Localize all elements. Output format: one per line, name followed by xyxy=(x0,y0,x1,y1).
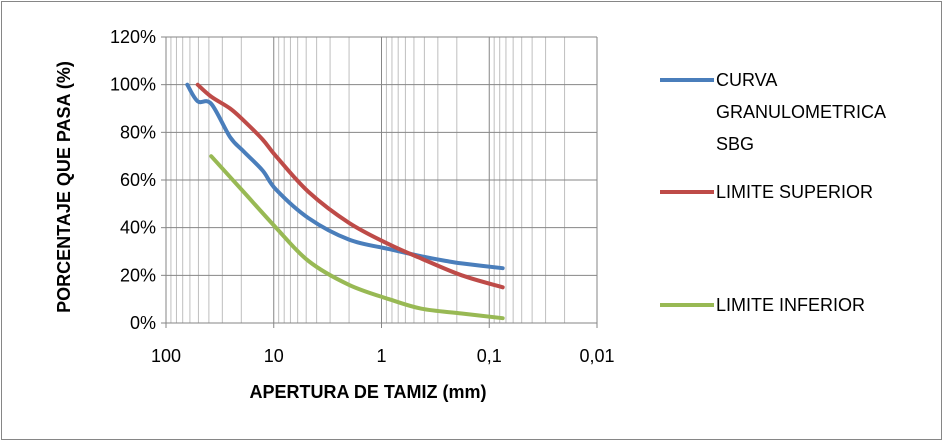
x-tick-label: 0,1 xyxy=(477,346,502,366)
series-line-curva-granulometrica-sbg xyxy=(185,82,505,271)
axes xyxy=(161,36,598,328)
series-line-limite-inferior xyxy=(209,154,505,321)
tick-labels: 0% 20% 40% 60% 80% 100% 120% 100 10 1 0,1 0,01 xyxy=(110,27,615,366)
x-tick-label: 1 xyxy=(376,346,386,366)
legend-label-limite-inferior: LIMITE INFERIOR xyxy=(716,295,865,315)
series-lines xyxy=(185,82,505,321)
y-tick-label: 0% xyxy=(130,313,156,333)
x-tick-label: 0,01 xyxy=(579,346,614,366)
y-tick-label: 20% xyxy=(120,265,156,285)
y-tick-label: 120% xyxy=(110,27,156,47)
legend-label-curva-granulometrica-sbg: CURVA GRANULOMETRICA SBG xyxy=(716,70,886,154)
y-tick-label: 60% xyxy=(120,170,156,190)
legend-label-limite-superior: LIMITE SUPERIOR xyxy=(716,182,873,202)
y-tick-label: 100% xyxy=(110,75,156,95)
legend: CURVA GRANULOMETRICA SBG LIMITE SUPERIOR LIM… xyxy=(660,70,886,315)
y-tick-label: 40% xyxy=(120,218,156,238)
series-line-limite-superior xyxy=(195,82,505,290)
x-tick-label: 10 xyxy=(264,346,284,366)
y-tick-label: 80% xyxy=(120,122,156,142)
x-axis-title: APERTURA DE TAMIZ (mm) xyxy=(250,382,487,402)
x-tick-label: 100 xyxy=(151,346,181,366)
y-axis-title: PORCENTAJE QUE PASA (%) xyxy=(54,61,74,313)
grid xyxy=(165,36,598,324)
